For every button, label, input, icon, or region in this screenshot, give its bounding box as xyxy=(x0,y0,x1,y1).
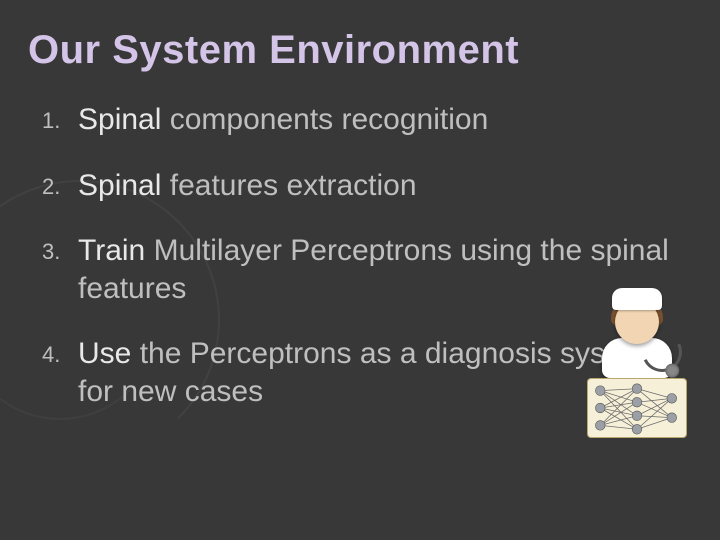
item-number: 1. xyxy=(42,107,60,135)
item-number: 3. xyxy=(42,238,60,266)
slide-container: Our System Environment 1. Spinal compone… xyxy=(0,0,720,540)
nn-svg xyxy=(588,379,686,437)
nurse-icon xyxy=(592,284,682,374)
item-rest: Multilayer Perceptrons using the spinal … xyxy=(78,234,669,305)
item-lead: Train xyxy=(78,234,145,267)
item-lead: Use xyxy=(78,337,131,370)
item-rest: components recognition xyxy=(161,103,488,136)
item-lead: Spinal xyxy=(78,103,161,136)
list-item: 2. Spinal features extraction xyxy=(28,167,692,205)
slide-title: Our System Environment xyxy=(28,28,692,73)
nurse-cap xyxy=(612,288,662,310)
neural-network-icon xyxy=(587,378,687,438)
illustration-group xyxy=(582,284,692,438)
item-number: 4. xyxy=(42,341,60,369)
item-lead: Spinal xyxy=(78,169,161,202)
item-number: 2. xyxy=(42,173,60,201)
list-item: 1. Spinal components recognition xyxy=(28,101,692,139)
item-rest: the Perceptrons as a diagnosis system fo… xyxy=(78,337,655,408)
item-rest: features extraction xyxy=(161,169,416,202)
